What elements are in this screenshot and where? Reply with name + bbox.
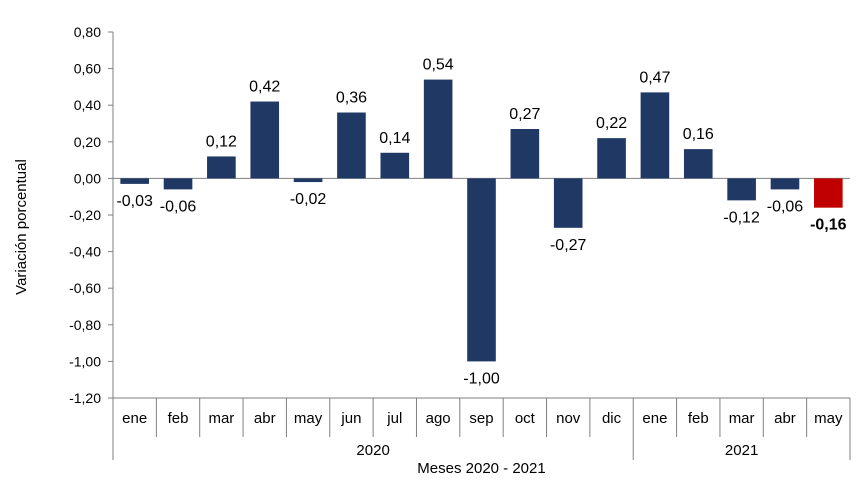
year-label: 2020 xyxy=(356,442,389,459)
data-label: -1,00 xyxy=(463,370,500,387)
bar xyxy=(207,156,236,179)
x-tick-label: nov xyxy=(556,410,581,427)
data-label: -0,12 xyxy=(723,209,760,226)
data-label: -0,06 xyxy=(160,198,197,215)
bar xyxy=(640,92,670,179)
y-tick-label: -0,80 xyxy=(69,317,101,333)
x-tick-label: oct xyxy=(515,410,536,427)
y-tick-label: 0,40 xyxy=(74,97,101,113)
bar xyxy=(250,101,280,179)
x-tick-label: jul xyxy=(386,410,402,427)
data-label: 0,22 xyxy=(596,115,627,132)
data-label: -0,02 xyxy=(290,191,327,208)
data-label: -0,06 xyxy=(767,198,804,215)
x-tick-label: feb xyxy=(688,410,709,427)
data-label: 0,47 xyxy=(639,69,670,86)
y-tick-label: 0,80 xyxy=(74,24,101,40)
x-tick-label: may xyxy=(294,410,323,427)
x-tick-label: abr xyxy=(774,410,796,427)
x-tick-label: sep xyxy=(469,410,493,427)
bar xyxy=(683,149,713,179)
bar xyxy=(770,178,800,190)
data-label: -0,27 xyxy=(550,237,587,254)
bar xyxy=(553,178,583,228)
data-label: -0,16 xyxy=(810,217,847,234)
x-tick-label: dic xyxy=(602,410,622,427)
x-tick-label: jun xyxy=(340,410,361,427)
bar xyxy=(727,178,756,201)
x-tick-label: ene xyxy=(642,410,667,427)
data-label: 0,12 xyxy=(206,133,237,150)
x-tick-label: mar xyxy=(729,410,755,427)
bar xyxy=(467,178,496,362)
year-label: 2021 xyxy=(725,442,758,459)
x-tick-label: feb xyxy=(168,410,189,427)
x-tick-label: ago xyxy=(426,410,451,427)
y-tick-label: -0,20 xyxy=(69,207,101,223)
data-label: 0,27 xyxy=(509,106,540,123)
data-label: 0,36 xyxy=(336,90,367,107)
bar xyxy=(510,128,540,179)
bar xyxy=(597,138,626,179)
bar xyxy=(423,79,453,179)
y-tick-label: 0,60 xyxy=(74,61,101,77)
y-tick-label: -1,00 xyxy=(69,353,101,369)
x-tick-label: mar xyxy=(208,410,234,427)
x-tick-label: may xyxy=(814,410,843,427)
x-tick-label: ene xyxy=(122,410,147,427)
y-tick-label: 0,20 xyxy=(74,134,101,150)
y-tick-label: -1,20 xyxy=(69,390,101,406)
bar xyxy=(380,152,410,179)
data-label: 0,16 xyxy=(683,126,714,143)
bar xyxy=(163,178,193,190)
bar xyxy=(337,112,366,179)
y-axis-title: Variación porcentual xyxy=(13,159,30,295)
data-label: 0,42 xyxy=(249,79,280,96)
bar xyxy=(120,178,149,184)
y-tick-label: -0,60 xyxy=(69,280,101,296)
x-tick-label: abr xyxy=(254,410,276,427)
bar xyxy=(293,178,323,183)
y-tick-label: -0,40 xyxy=(69,244,101,260)
data-label: -0,03 xyxy=(116,193,153,210)
data-label: 0,54 xyxy=(423,57,454,74)
bar xyxy=(814,178,843,208)
y-tick-label: 0,00 xyxy=(74,170,101,186)
data-label: 0,14 xyxy=(379,130,410,147)
x-axis-title: Meses 2020 - 2021 xyxy=(417,460,545,477)
